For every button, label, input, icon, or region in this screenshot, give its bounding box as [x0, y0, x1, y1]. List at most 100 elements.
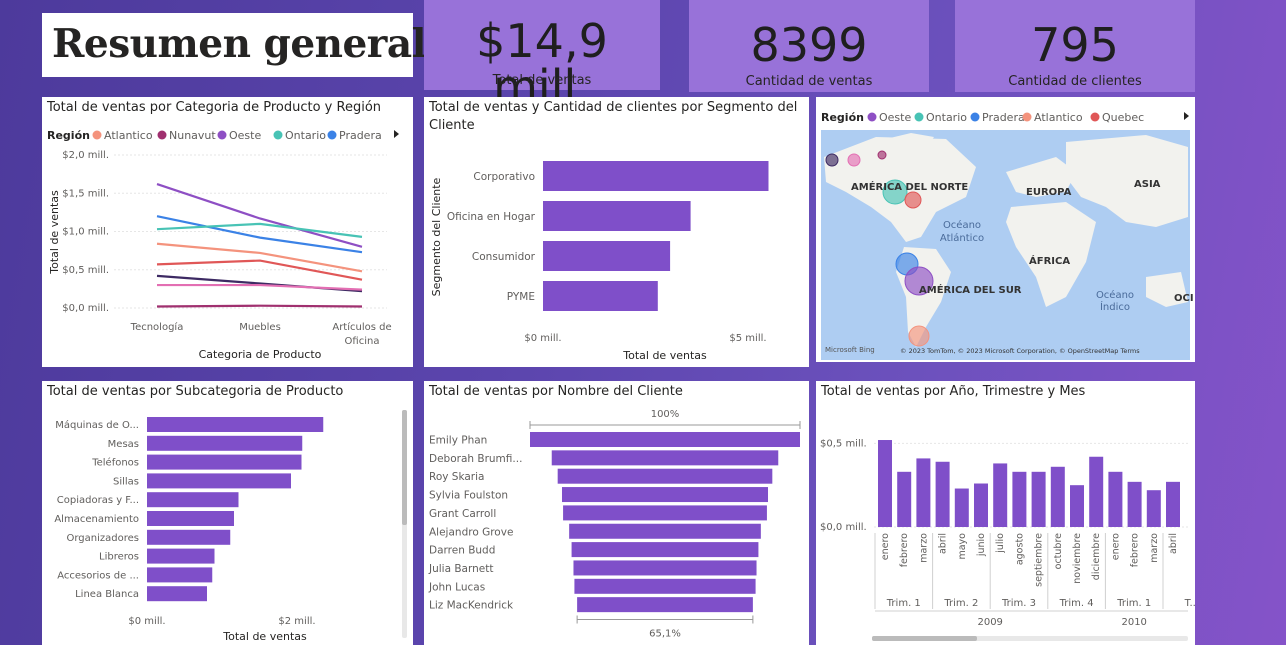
legend-item: Ontario [285, 129, 326, 142]
x-axis-title: Total de ventas [222, 630, 307, 643]
chart-title: Total de ventas y Cantidad de clientes p… [429, 100, 798, 133]
bar[interactable] [897, 471, 912, 527]
monthly-bar-card[interactable]: Total de ventas por Año, Trimestre y Mes… [816, 381, 1195, 645]
legend-item: Oeste [879, 111, 911, 124]
map-ocean-label: Índico [1100, 300, 1130, 313]
scrollbar-thumb[interactable] [872, 636, 977, 641]
category-label: Sillas [113, 476, 139, 487]
category-label: Accesorios de ... [57, 570, 139, 581]
category-label: Alejandro Grove [429, 526, 513, 538]
legend-next-icon[interactable] [394, 130, 399, 138]
customer-funnel-card[interactable]: Total de ventas por Nombre del Cliente 1… [424, 381, 809, 645]
category-label: Teléfonos [91, 457, 139, 469]
bar[interactable] [1070, 485, 1084, 527]
map-logo: Microsoft Bing [825, 346, 875, 354]
chart-title: Total de ventas por Subcategoria de Prod… [47, 384, 344, 399]
map-label: AMÉRICA DEL NORTE [851, 180, 968, 193]
legend-marker [1022, 112, 1032, 122]
funnel-bar[interactable] [577, 597, 753, 613]
region-line-card[interactable]: Total de ventas por Categoria de Product… [42, 97, 413, 367]
y-tick-label: $1,5 mill. [62, 188, 109, 199]
quarter-label: Trim. 2 [943, 598, 978, 609]
bar[interactable] [993, 463, 1008, 527]
bar[interactable] [1108, 471, 1123, 527]
bar[interactable] [916, 458, 931, 527]
bar[interactable] [935, 461, 950, 527]
bar[interactable] [1050, 466, 1065, 527]
bar[interactable] [1146, 490, 1161, 527]
x-tick-label: julio [995, 533, 1006, 554]
segment-bar-chart: Corporativo Oficina en Hogar Consumidor PYM… [430, 161, 769, 362]
category-label: John Lucas [428, 581, 485, 593]
funnel-bar[interactable] [551, 450, 779, 466]
category-label: Máquinas de O... [55, 419, 139, 431]
map-bubble[interactable] [825, 153, 839, 167]
x-axis-title: Total de ventas [622, 349, 707, 362]
bar [147, 567, 213, 583]
funnel-bottom-label: 65,1% [649, 629, 681, 640]
kpi-value: 8399 [750, 18, 868, 72]
x-tick-label: febrero [899, 533, 910, 567]
funnel-bar[interactable] [557, 468, 773, 484]
quarter-label: Trim. 3 [1001, 598, 1036, 609]
map-bubble[interactable] [847, 153, 861, 167]
bar [147, 511, 234, 526]
bar[interactable] [1166, 481, 1180, 527]
region-line-chart: Región Atlantico Nunavut Oeste Ontario Prader… [47, 129, 399, 361]
bar[interactable] [1089, 456, 1104, 527]
continent-africa [1006, 202, 1096, 307]
funnel-bar[interactable] [561, 487, 769, 503]
kpi-total-sales[interactable]: $14,9 mill. Total de ventas [424, 0, 660, 110]
x-tick-label: mayo [957, 533, 968, 560]
x-tick-label: $5 mill. [729, 333, 766, 344]
kpi-customer-count[interactable]: 795 Cantidad de clientes [955, 0, 1195, 92]
bar[interactable] [1127, 481, 1142, 527]
map-ocean-label: Océano [943, 219, 981, 231]
x-tick-label: enero [880, 533, 891, 560]
category-label: Corporativo [473, 171, 535, 183]
x-tick-label: Artículos de [332, 321, 391, 333]
region-map-card[interactable]: Región Oeste Ontario Pradera Atlantico Quebec… [816, 97, 1195, 362]
scrollbar-thumb[interactable] [402, 410, 407, 525]
x-tick-label: $2 mill. [278, 616, 315, 627]
map-bubble[interactable] [882, 179, 908, 205]
funnel-bar[interactable] [574, 578, 756, 594]
kpi-sales-count[interactable]: 8399 Cantidad de ventas [689, 0, 929, 92]
subcategory-bar-card[interactable]: Total de ventas por Subcategoria de Prod… [42, 381, 413, 645]
bar [543, 281, 658, 311]
quarter-label: T... [1184, 598, 1195, 609]
category-label: Consumidor [472, 251, 536, 263]
bar[interactable] [1012, 471, 1027, 527]
bar[interactable] [878, 440, 892, 527]
category-label: Roy Skaria [429, 471, 484, 483]
continent-oceania [1146, 272, 1188, 307]
bar [147, 473, 291, 489]
segment-bar-card[interactable]: Total de ventas y Cantidad de clientes p… [424, 97, 809, 367]
y-tick-label: $0,0 mill. [62, 303, 109, 314]
legend-marker [157, 130, 167, 140]
funnel-bar[interactable] [569, 523, 761, 539]
map-bubble[interactable] [877, 150, 887, 160]
map-bubble[interactable] [904, 191, 922, 209]
bar[interactable] [974, 483, 988, 527]
category-label: Organizadores [67, 533, 140, 544]
legend-next-icon[interactable] [1184, 112, 1189, 120]
bar[interactable] [1031, 471, 1046, 527]
funnel-bar[interactable] [563, 505, 767, 521]
map-bubble[interactable] [908, 325, 930, 347]
kpi-value: 795 [1031, 18, 1119, 72]
funnel-bar[interactable] [530, 432, 800, 447]
map-bubble[interactable] [904, 266, 934, 296]
year-label: 2009 [977, 617, 1002, 628]
series-line [156, 222, 363, 238]
series-line [156, 183, 363, 248]
bar[interactable] [954, 488, 969, 527]
x-tick-label: Tecnología [130, 321, 184, 333]
funnel-bar[interactable] [571, 542, 759, 558]
region-map[interactable]: Región Oeste Ontario Pradera Atlantico Quebec… [816, 97, 1195, 362]
funnel-bar[interactable] [573, 560, 757, 576]
y-tick-label: $2,0 mill. [62, 150, 109, 161]
x-tick-label: abril [1168, 533, 1179, 554]
x-tick-label: diciembre [1091, 533, 1102, 580]
y-tick-label: $0,5 mill. [62, 265, 109, 276]
